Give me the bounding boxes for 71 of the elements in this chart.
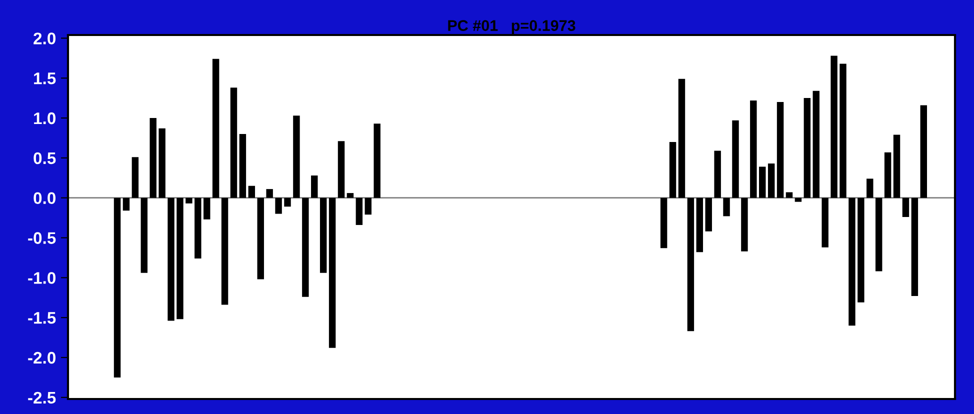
bar [158,128,166,198]
bar [705,198,712,232]
bar [328,198,336,348]
bar [893,134,900,198]
bar [302,198,309,297]
bar [678,78,686,198]
y-tick-label: -0.5 [28,232,56,244]
bar [866,178,874,198]
bar [741,198,748,252]
y-tick-label: 1.0 [34,112,56,124]
y-tick-label: -2.0 [28,352,56,364]
bar [374,124,380,198]
bar [204,198,210,220]
bar [364,198,372,215]
bar [194,198,202,259]
bar [293,116,300,198]
y-tick-label: 2.0 [34,32,56,44]
chart-title: PC #01 p=0.1973 [448,20,576,34]
bar [812,90,820,198]
bar [884,152,892,198]
bar [768,164,775,198]
bar [902,198,910,217]
bar [168,198,174,321]
bar [687,198,694,332]
bar [920,105,928,198]
bar [212,58,220,198]
y-tick-label: -1.5 [28,312,56,324]
bar [311,175,318,198]
bar [176,198,184,320]
bar [723,198,730,216]
y-tick-label: 0.0 [34,192,56,204]
bar [794,198,802,202]
bar [750,100,757,198]
bar [830,56,838,198]
bar [239,134,246,198]
y-tick-label: 1.5 [34,72,56,84]
bar [732,120,739,198]
bar [822,198,828,248]
bar [858,198,864,302]
bar [660,198,668,248]
bar [221,198,228,305]
bar [140,198,148,273]
bar [346,193,354,198]
bar [759,166,766,198]
bar [230,88,238,198]
bar [804,98,811,198]
bar [150,118,156,198]
bar [248,186,256,198]
bar [776,102,784,198]
bar [840,64,846,198]
y-tick-label: 0.5 [34,152,56,164]
bar [696,198,704,252]
bar [266,189,273,198]
y-tick-label: -1.0 [28,272,56,284]
bar [848,198,856,326]
y-tick-label: -2.5 [28,392,56,404]
bar [338,141,345,198]
bar [320,198,327,273]
bar [275,198,282,214]
bar [669,142,676,198]
bar [356,198,363,225]
bar [257,198,264,280]
bar [186,198,192,204]
bar [114,198,121,378]
bar [122,198,130,211]
bar [132,157,139,198]
bar [786,192,793,198]
bar [284,198,291,207]
bar [911,198,918,296]
bar [875,198,882,272]
bar [714,150,721,198]
